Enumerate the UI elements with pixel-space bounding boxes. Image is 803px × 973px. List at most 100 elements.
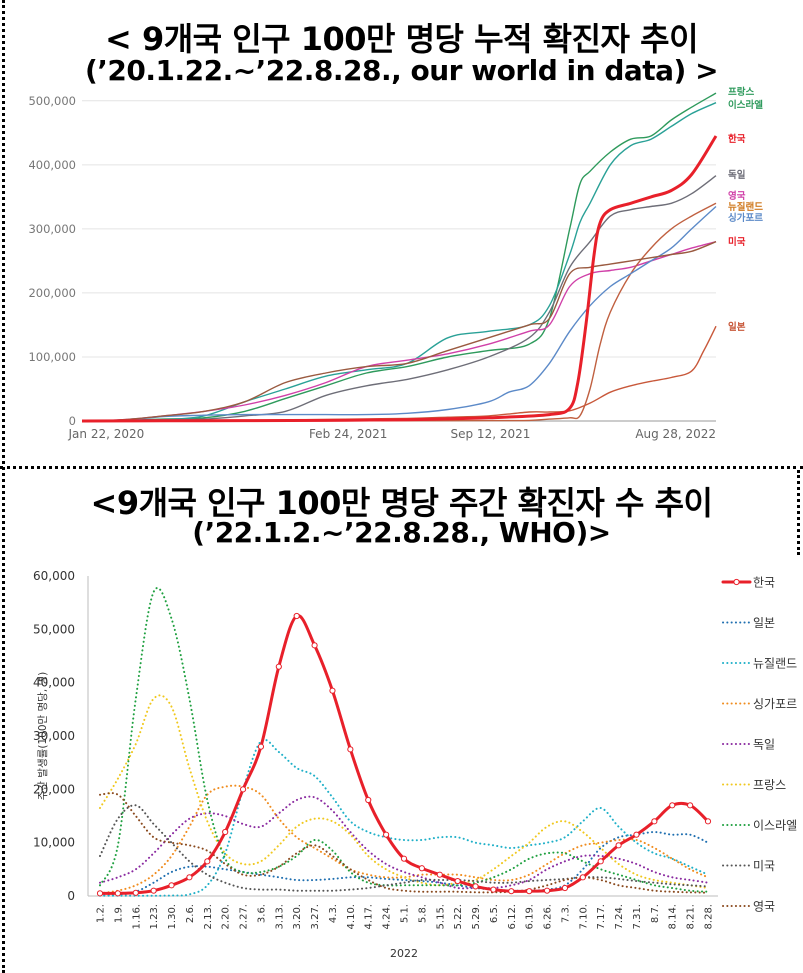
chart1-y-tick-label: 0 [69,414,76,428]
chart1-end-label: 미국 [728,236,746,248]
chart2-data-point [168,882,175,889]
chart1-x-tick-label: Jan 22, 2020 [68,427,145,441]
chart2-x-tick-label: 3.13. [274,904,285,929]
chart1-series-line [81,102,717,422]
chart2-data-point [704,818,712,825]
chart2-x-tick-label: 8.21. [686,904,697,929]
chart2-x-tick-label: 5.8. [417,904,428,923]
chart2-data-point [490,886,497,893]
chart2-y-tick-label: 30,000 [33,729,75,743]
chart2-legend-label: 뉴질랜드 [753,657,797,671]
chart2-legend-item: 프랑스 [722,778,786,792]
chart2-x-tick-label: 5.1. [400,904,411,923]
chart2-data-point [508,888,515,895]
chart2-legend-label: 일본 [753,616,775,630]
bottom-chart-title-line2: (’22.1.2.~’22.8.28., WHO)> [192,516,611,549]
chart2-x-tick-label: 1.23. [149,904,160,929]
chart2-data-point [579,874,586,881]
chart2-x-tick-label: 4.3. [328,904,339,923]
chart2-data-point [597,858,604,865]
chart2-y-axis-label: 주간 발생률(100만 명당, 명) [37,672,49,801]
chart1-y-tick-label: 400,000 [28,158,76,172]
chart2-x-tick-label: 6.26. [543,904,554,929]
chart2-data-point [687,802,694,809]
chart2-x-tick-label: 7.17. [596,904,607,929]
chart2-data-point [347,746,354,753]
chart2-x-tick-label: 2.27. [239,904,250,929]
chart2-x-tick-label: 8.7. [650,904,661,923]
chart2-x-tick-label: 1.9. [113,904,124,923]
chart1-end-label: 뉴질랜드 [728,201,763,213]
right-dotted-border [797,470,800,555]
chart2-data-point [561,884,569,892]
chart1-series-line [81,135,718,423]
chart2-x-tick-label: 6.19. [525,904,536,929]
chart2-data-point [186,874,193,881]
chart2-series-line [99,804,709,892]
chart2-x-tick-label: 3.6. [256,904,267,923]
chart2-data-point [365,796,372,804]
chart2-legend-item: 일본 [722,616,775,630]
chart2-data-point [311,642,318,649]
chart2-y-tick-label: 60,000 [33,569,75,583]
chart2-x-tick-label: 4.17. [364,904,375,929]
left-dotted-border [2,0,5,973]
chart1-y-tick-label: 500,000 [28,94,76,108]
chart2-series-line [99,795,709,890]
chart2-data-point [418,865,425,872]
chart2-data-point [204,858,211,865]
chart2-data-point [114,890,121,897]
chart2-x-tick-label: 2.20. [221,904,232,929]
chart2-legend-item: 싱가포르 [722,697,797,711]
chart2-legend-item: 미국 [722,859,775,873]
chart2-series-line [99,694,709,889]
chart2-x-tick-label: 1.30. [167,904,178,929]
chart1-y-tick-label: 300,000 [28,222,76,236]
chart1-y-tick-label: 100,000 [28,350,76,364]
chart2-x-tick-label: 5.15. [435,904,446,929]
chart1-end-label: 영국 [728,190,746,202]
chart2-data-point [132,889,139,896]
chart2-data-point [472,883,479,890]
bottom-chart-title-line1: <9개국 인구 100만 명당 주간 확진자 수 추이 [90,484,713,522]
chart2-legend-item: 독일 [722,738,775,752]
chart2-y-tick-label: 0 [67,889,75,903]
chart2-x-tick-label: 1.16. [131,904,142,929]
chart2-x-tick-label: 3.27. [310,904,321,929]
chart2-data-point [615,842,622,849]
chart1-end-label: 싱가포르 [728,212,763,224]
chart2-legend-item: 한국 [721,576,775,590]
chart2-legend-label: 영국 [753,900,775,914]
chart2-data-point [222,828,229,836]
chart2-data-point [96,890,104,897]
chart2-data-point [383,831,390,838]
chart2-data-point [150,887,157,894]
section-divider [0,466,803,469]
chart2-data-point [454,877,461,885]
chart2-x-tick-label: 6.5. [489,904,500,923]
chart1-y-tick-label: 200,000 [28,286,76,300]
chart2-x-tick-label: 7.31. [632,904,643,929]
chart2-y-tick-label: 40,000 [33,676,75,690]
chart2-x-tick-label: 1.2. [96,904,107,923]
chart2-data-point [293,612,300,620]
chart2-x-tick-label: 5.22. [453,904,464,929]
chart2-x-tick-label: 2.13. [203,904,214,929]
chart2-x-tick-label: 8.14. [668,904,679,929]
chart2-data-point [257,743,265,750]
chart1-end-label: 독일 [728,169,746,181]
chart2-data-point [400,855,408,862]
chart2-series-line [99,792,709,894]
chart1-end-label: 한국 [728,133,746,145]
chart2-x-tick-label: 8.28. [704,904,715,929]
chart2-data-point [669,802,676,809]
chart2-plot: 0 10,000 20,000 30,000 40,000 50,000 60,000 주간 … [33,569,797,960]
chart2-y-tick-label: 10,000 [33,836,75,850]
chart2-x-axis-label: 2022 [390,947,418,960]
chart2-legend-label: 독일 [753,738,775,752]
chart2-series-line [99,784,709,895]
top-chart-title-line2: (’20.1.22.~’22.8.28., our world in data)… [84,54,719,87]
chart2-x-tick-label: 7.3. [560,904,571,923]
chart2-series-line [98,614,710,895]
